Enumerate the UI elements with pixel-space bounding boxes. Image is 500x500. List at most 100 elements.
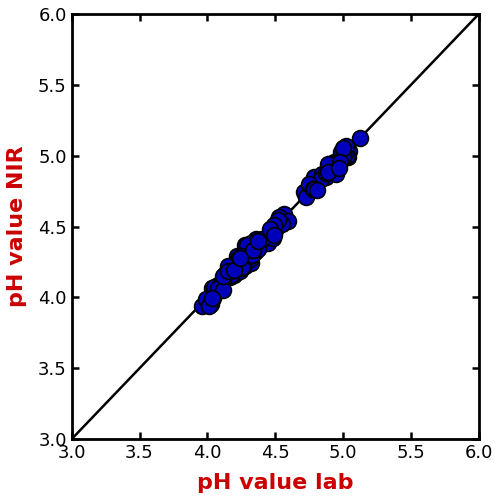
- Point: [242, 253, 250, 261]
- Point: [303, 188, 311, 196]
- Point: [270, 231, 278, 239]
- Point: [218, 275, 226, 283]
- Point: [249, 246, 257, 254]
- Point: [332, 158, 340, 166]
- Point: [324, 160, 332, 168]
- Point: [228, 270, 235, 278]
- Point: [240, 257, 248, 265]
- Point: [240, 262, 248, 270]
- Point: [260, 236, 268, 244]
- Point: [234, 256, 242, 264]
- Point: [198, 302, 206, 310]
- Point: [344, 153, 351, 161]
- Point: [332, 159, 340, 167]
- Point: [205, 302, 213, 310]
- Point: [248, 246, 256, 254]
- Point: [252, 234, 260, 242]
- Point: [236, 254, 244, 262]
- Point: [239, 264, 247, 272]
- Point: [310, 172, 318, 180]
- Point: [264, 238, 272, 246]
- Point: [246, 238, 254, 246]
- Point: [273, 222, 281, 230]
- Point: [334, 161, 342, 169]
- Point: [284, 216, 292, 224]
- Point: [278, 220, 285, 228]
- Point: [332, 170, 340, 177]
- Point: [234, 262, 241, 270]
- Point: [230, 266, 238, 274]
- Point: [252, 246, 260, 254]
- Point: [274, 217, 281, 225]
- Point: [246, 255, 254, 263]
- Point: [212, 286, 220, 294]
- Point: [214, 284, 222, 292]
- Point: [224, 266, 232, 274]
- Point: [258, 240, 266, 248]
- Point: [252, 242, 260, 250]
- Point: [238, 252, 246, 260]
- Point: [202, 295, 210, 303]
- Point: [275, 213, 283, 221]
- Point: [246, 260, 254, 268]
- Point: [208, 294, 216, 302]
- Point: [232, 259, 240, 267]
- Point: [222, 270, 230, 278]
- Point: [270, 221, 278, 229]
- Point: [280, 210, 288, 218]
- Point: [238, 255, 246, 263]
- Point: [218, 286, 226, 294]
- Point: [238, 263, 246, 271]
- Point: [270, 229, 278, 237]
- Point: [268, 234, 276, 241]
- Point: [234, 261, 242, 269]
- Point: [324, 166, 332, 174]
- Point: [330, 158, 338, 166]
- Point: [342, 142, 350, 150]
- Point: [308, 186, 316, 194]
- Point: [227, 268, 235, 276]
- Point: [322, 169, 330, 177]
- Point: [207, 300, 215, 308]
- Point: [244, 254, 252, 262]
- Point: [330, 158, 338, 166]
- Point: [236, 267, 244, 275]
- Point: [254, 246, 262, 254]
- Point: [334, 164, 342, 172]
- Point: [258, 235, 266, 243]
- Point: [234, 252, 241, 260]
- Point: [306, 180, 314, 188]
- Point: [232, 262, 239, 270]
- Point: [244, 249, 252, 257]
- Point: [310, 185, 318, 193]
- Point: [229, 262, 237, 270]
- Point: [256, 236, 264, 244]
- Point: [236, 257, 244, 265]
- Point: [251, 242, 259, 250]
- Point: [339, 152, 347, 160]
- Point: [266, 225, 274, 233]
- Point: [244, 250, 252, 258]
- Point: [210, 283, 218, 291]
- Point: [208, 284, 216, 292]
- Point: [274, 216, 281, 224]
- Point: [234, 255, 242, 263]
- Point: [318, 170, 326, 177]
- Point: [318, 174, 326, 182]
- Point: [251, 248, 259, 256]
- Point: [269, 222, 277, 230]
- Point: [244, 241, 252, 249]
- Point: [253, 244, 261, 252]
- Point: [322, 173, 330, 181]
- Point: [219, 272, 227, 280]
- Point: [224, 262, 232, 270]
- Point: [338, 154, 346, 162]
- Point: [235, 258, 243, 266]
- Point: [237, 256, 245, 264]
- Point: [214, 286, 222, 294]
- Point: [242, 241, 250, 249]
- Point: [356, 134, 364, 142]
- Point: [214, 282, 222, 290]
- Point: [236, 262, 244, 270]
- Point: [236, 253, 244, 261]
